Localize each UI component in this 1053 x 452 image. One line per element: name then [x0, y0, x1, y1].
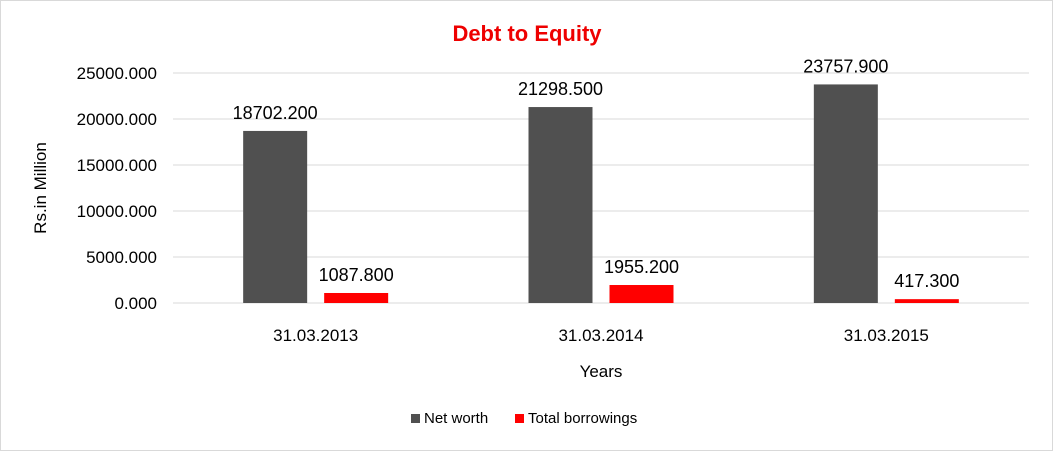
data-label: 21298.500: [518, 79, 603, 99]
bar-total-borrowings: [894, 299, 959, 303]
legend-swatch: [411, 414, 420, 423]
y-tick-label: 25000.000: [77, 64, 157, 83]
legend-label: Total borrowings: [528, 410, 637, 427]
x-category-label: 31.03.2015: [844, 326, 929, 345]
bar-total-borrowings: [324, 292, 389, 303]
bars: [243, 84, 959, 303]
y-tick-label: 10000.000: [77, 202, 157, 221]
data-label: 23757.900: [803, 56, 888, 76]
y-axis-title: Rs.in Million: [31, 142, 50, 234]
bar-net-worth: [813, 84, 878, 303]
y-tick-label: 5000.000: [86, 248, 157, 267]
x-category-label: 31.03.2013: [273, 326, 358, 345]
x-axis-title: Years: [580, 362, 623, 381]
gridlines: [173, 72, 1029, 304]
legend-label: Net worth: [424, 410, 488, 427]
y-tick-label: 20000.000: [77, 110, 157, 129]
bar-net-worth: [528, 107, 593, 303]
bar-net-worth: [243, 130, 308, 303]
y-tick-label: 0.000: [114, 294, 157, 313]
data-label: 1955.200: [604, 257, 679, 277]
y-tick-label: 15000.000: [77, 156, 157, 175]
data-label: 417.300: [894, 271, 959, 291]
legend: Net worth Total borrowings: [411, 410, 637, 427]
legend-swatch: [515, 414, 524, 423]
data-label: 1087.800: [319, 265, 394, 285]
data-label: 18702.200: [233, 103, 318, 123]
y-axis-ticks: 0.000 5000.000 10000.000 15000.000 20000.000…: [77, 64, 157, 313]
data-labels: 18702.200 1087.800 21298.500 1955.200 23757.…: [233, 56, 960, 291]
bar-total-borrowings: [609, 285, 674, 303]
chart-title: Debt to Equity: [452, 21, 602, 46]
x-axis-categories: 31.03.2013 31.03.2014 31.03.2015: [273, 326, 929, 345]
x-category-label: 31.03.2014: [558, 326, 643, 345]
